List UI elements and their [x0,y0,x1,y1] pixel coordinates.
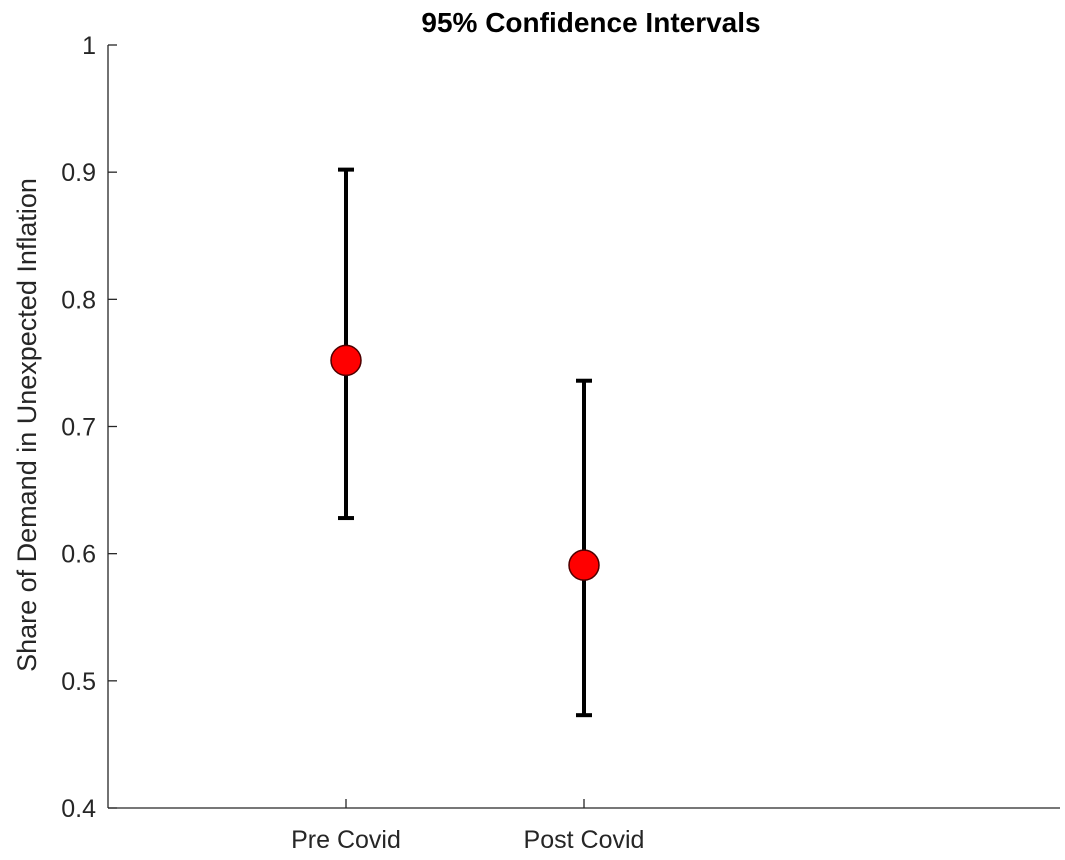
x-tick-label: Post Covid [524,826,645,854]
point-estimate-marker [330,344,362,377]
y-tick-label: 0.4 [61,795,96,823]
y-tick-label: 0.8 [61,286,96,314]
y-axis-label: Share of Demand in Unexpected Inflation [12,178,42,672]
y-tick-label: 1 [82,32,96,60]
x-tick-label: Pre Covid [291,826,401,854]
confidence-interval [568,378,600,718]
y-tick-label: 0.7 [61,414,96,442]
y-tick-label: 0.5 [61,668,96,696]
y-axis-ticks: 0.4 0.5 0.6 0.7 0.8 0.9 1 [61,32,117,823]
point-estimate-marker [568,549,600,581]
chart-title: 95% Confidence Intervals [421,7,760,38]
confidence-interval-series [330,167,600,718]
y-tick-label: 0.6 [61,541,96,569]
y-tick-label: 0.9 [61,159,96,187]
confidence-interval [330,167,362,521]
x-axis-ticks: Pre Covid Post Covid [291,799,644,854]
